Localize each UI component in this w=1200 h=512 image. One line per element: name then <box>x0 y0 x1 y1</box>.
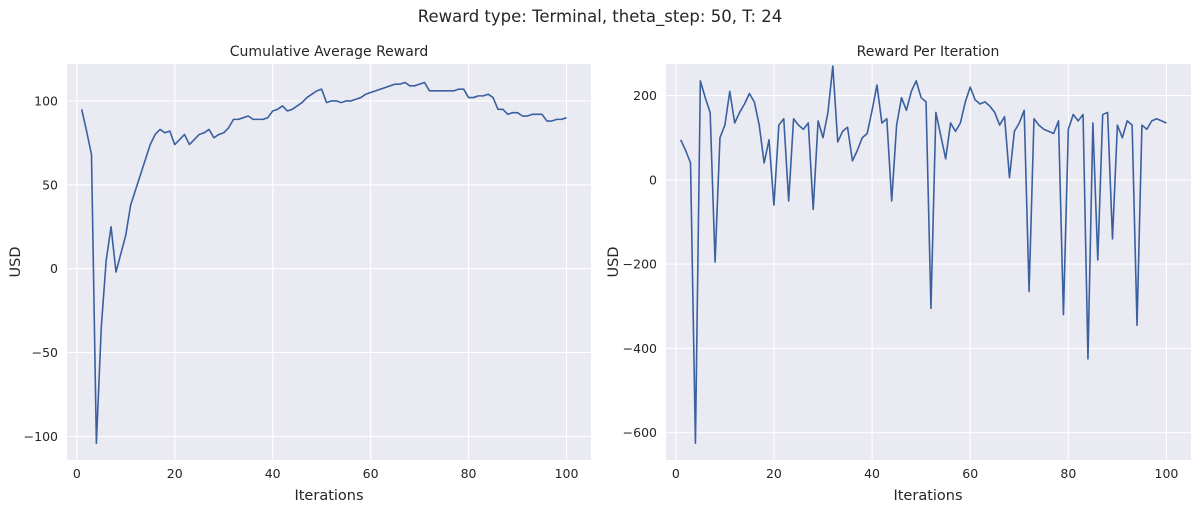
y-tick-label: −600 <box>623 425 657 440</box>
series-layer <box>80 81 567 445</box>
x-tick-label: 0 <box>73 466 81 481</box>
y-tick-label: 50 <box>42 177 58 192</box>
series-line <box>679 65 1167 444</box>
x-tick-label: 80 <box>461 466 477 481</box>
y-tick-label: −400 <box>623 341 657 356</box>
grid-lines <box>666 64 1191 460</box>
figure-title: Reward type: Terminal, theta_step: 50, T… <box>418 7 783 27</box>
y-axis-label: USD <box>8 247 24 278</box>
x-tick-label: 40 <box>864 466 880 481</box>
y-tick-label: 200 <box>633 88 657 103</box>
y-tick-label: −50 <box>32 345 58 360</box>
series-line <box>80 81 567 445</box>
panel-title: Reward Per Iteration <box>857 44 1000 60</box>
y-axis-label: USD <box>606 247 622 278</box>
panel-cumulative-average-reward: 0 20 40 60 80 100 −100 −50 0 50 100 Cumulative Ave… <box>8 44 591 504</box>
x-tick-label: 60 <box>363 466 379 481</box>
panel-title: Cumulative Average Reward <box>230 44 428 60</box>
x-axis-label: Iterations <box>294 488 363 504</box>
tick-labels: 0 20 40 60 80 100 −600 −400 −200 0 200 <box>623 88 1179 481</box>
y-tick-label: −100 <box>24 429 58 444</box>
plot-area <box>67 64 591 460</box>
x-tick-label: 60 <box>962 466 978 481</box>
plot-area <box>666 64 1191 460</box>
x-tick-label: 40 <box>265 466 281 481</box>
y-tick-label: 0 <box>649 172 657 187</box>
x-tick-label: 0 <box>672 466 680 481</box>
y-tick-label: 100 <box>34 93 58 108</box>
tick-labels: 0 20 40 60 80 100 −100 −50 0 50 100 <box>24 93 579 481</box>
x-tick-label: 80 <box>1060 466 1076 481</box>
grid-lines <box>67 64 591 460</box>
x-tick-label: 20 <box>167 466 183 481</box>
y-tick-label: −200 <box>623 257 657 272</box>
x-axis-label: Iterations <box>893 488 962 504</box>
x-tick-label: 100 <box>555 466 579 481</box>
x-tick-label: 20 <box>766 466 782 481</box>
series-layer <box>679 65 1167 444</box>
x-tick-label: 100 <box>1155 466 1179 481</box>
y-tick-label: 0 <box>50 261 58 276</box>
panel-reward-per-iteration: 0 20 40 60 80 100 −600 −400 −200 0 200 Reward Per … <box>606 44 1191 504</box>
